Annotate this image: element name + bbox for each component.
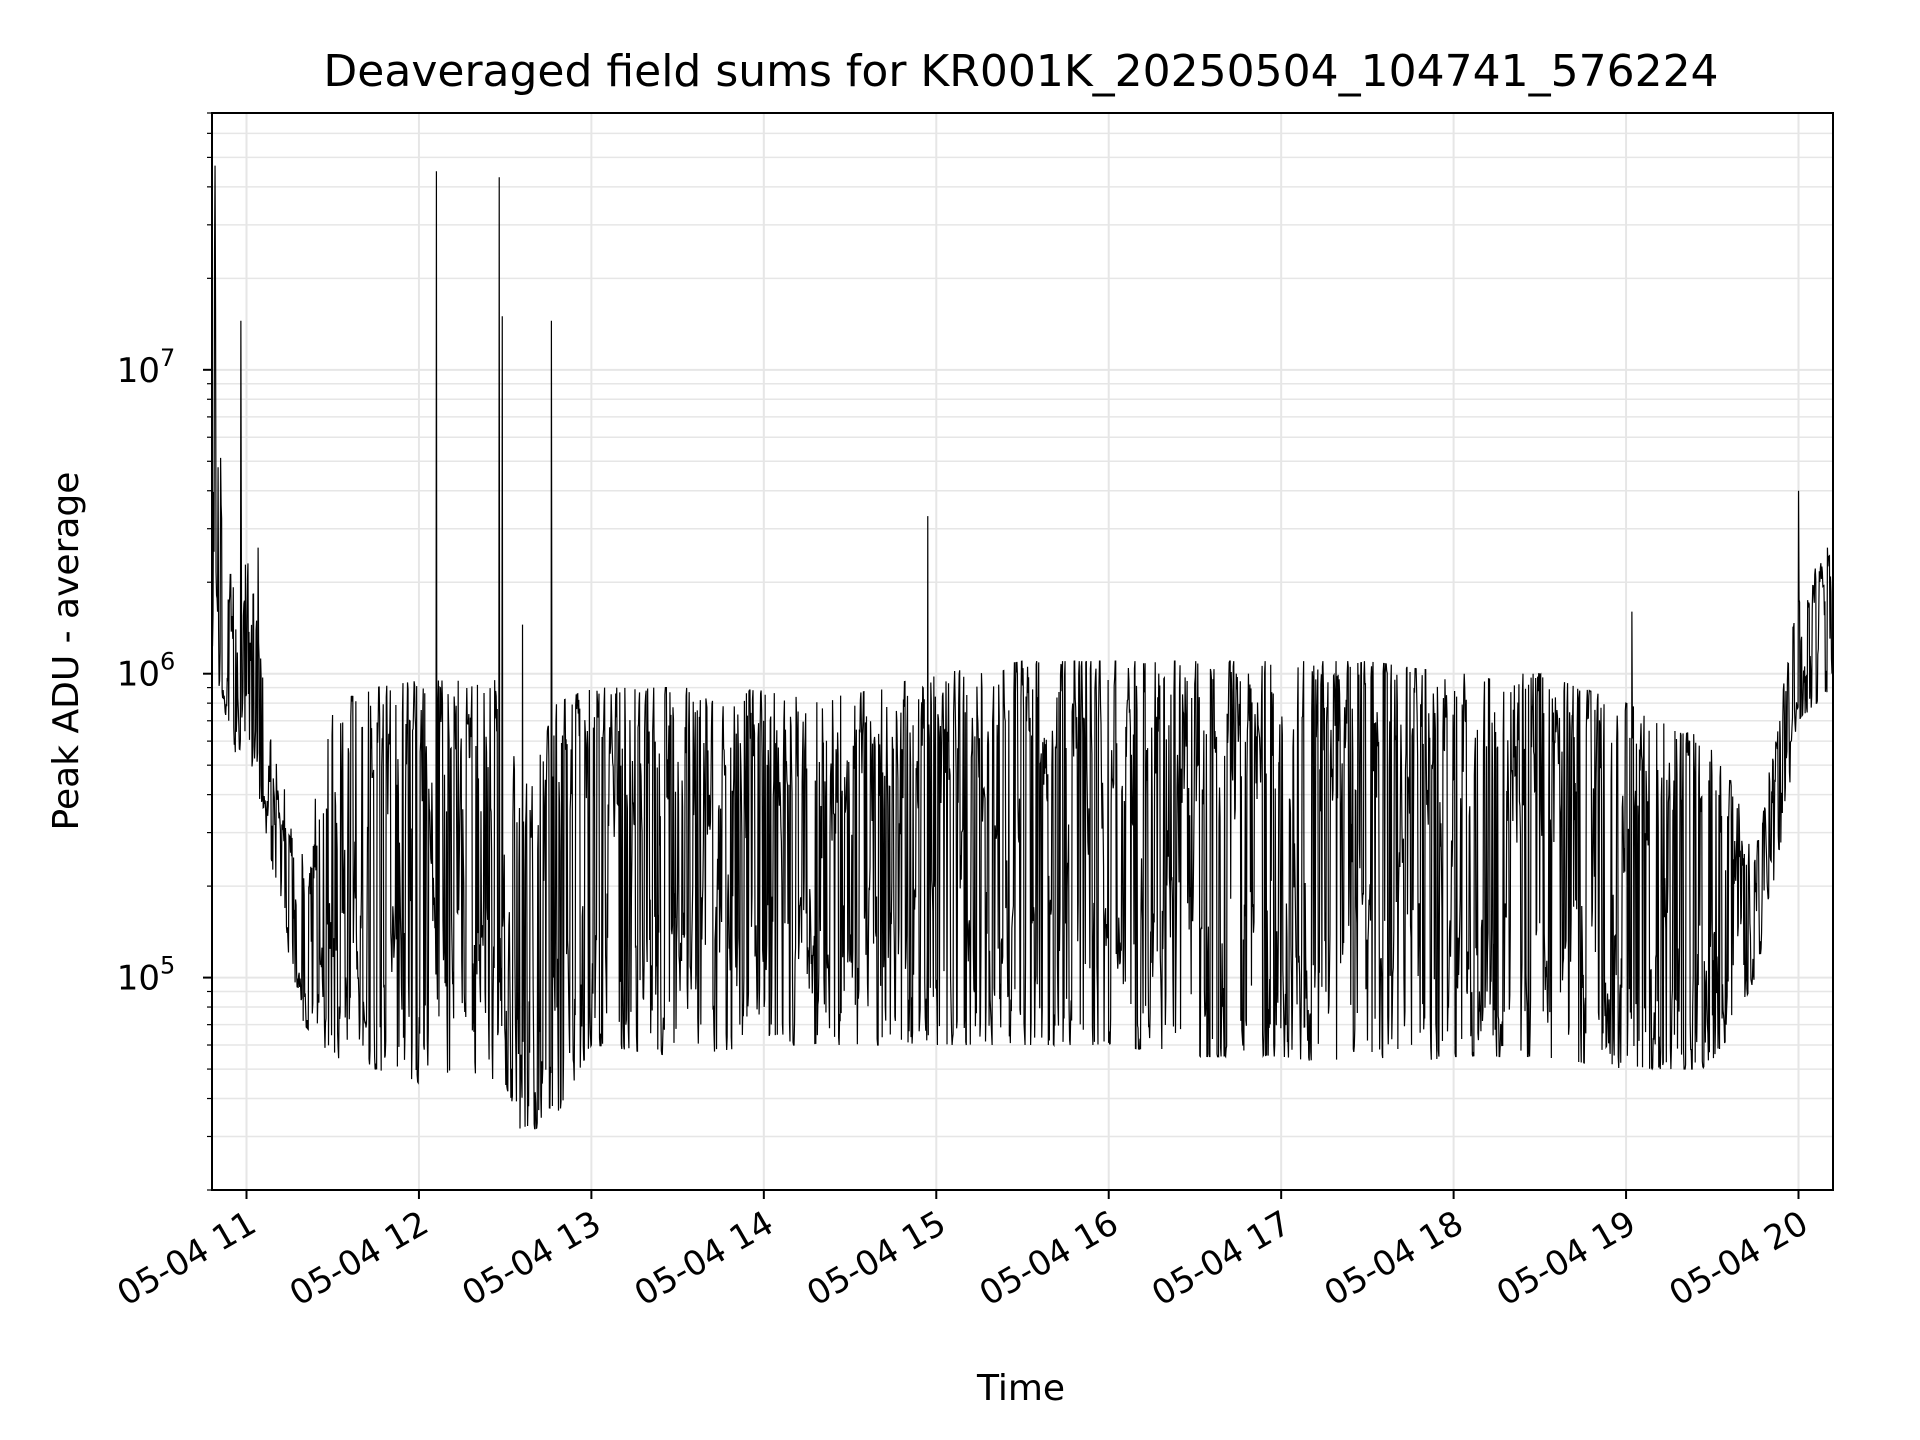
y-tick-label: 106 (117, 648, 176, 695)
series-line (211, 162, 1834, 1130)
data-series (211, 162, 1834, 1130)
x-axis-label: Time (976, 1368, 1065, 1409)
chart-title: Deaveraged field sums for KR001K_2025050… (323, 46, 1718, 97)
y-axis-label: Peak ADU - average (46, 472, 87, 831)
plot-area (211, 112, 1834, 1191)
y-tick-label: 105 (117, 952, 176, 999)
y-tick-label: 107 (117, 344, 176, 391)
